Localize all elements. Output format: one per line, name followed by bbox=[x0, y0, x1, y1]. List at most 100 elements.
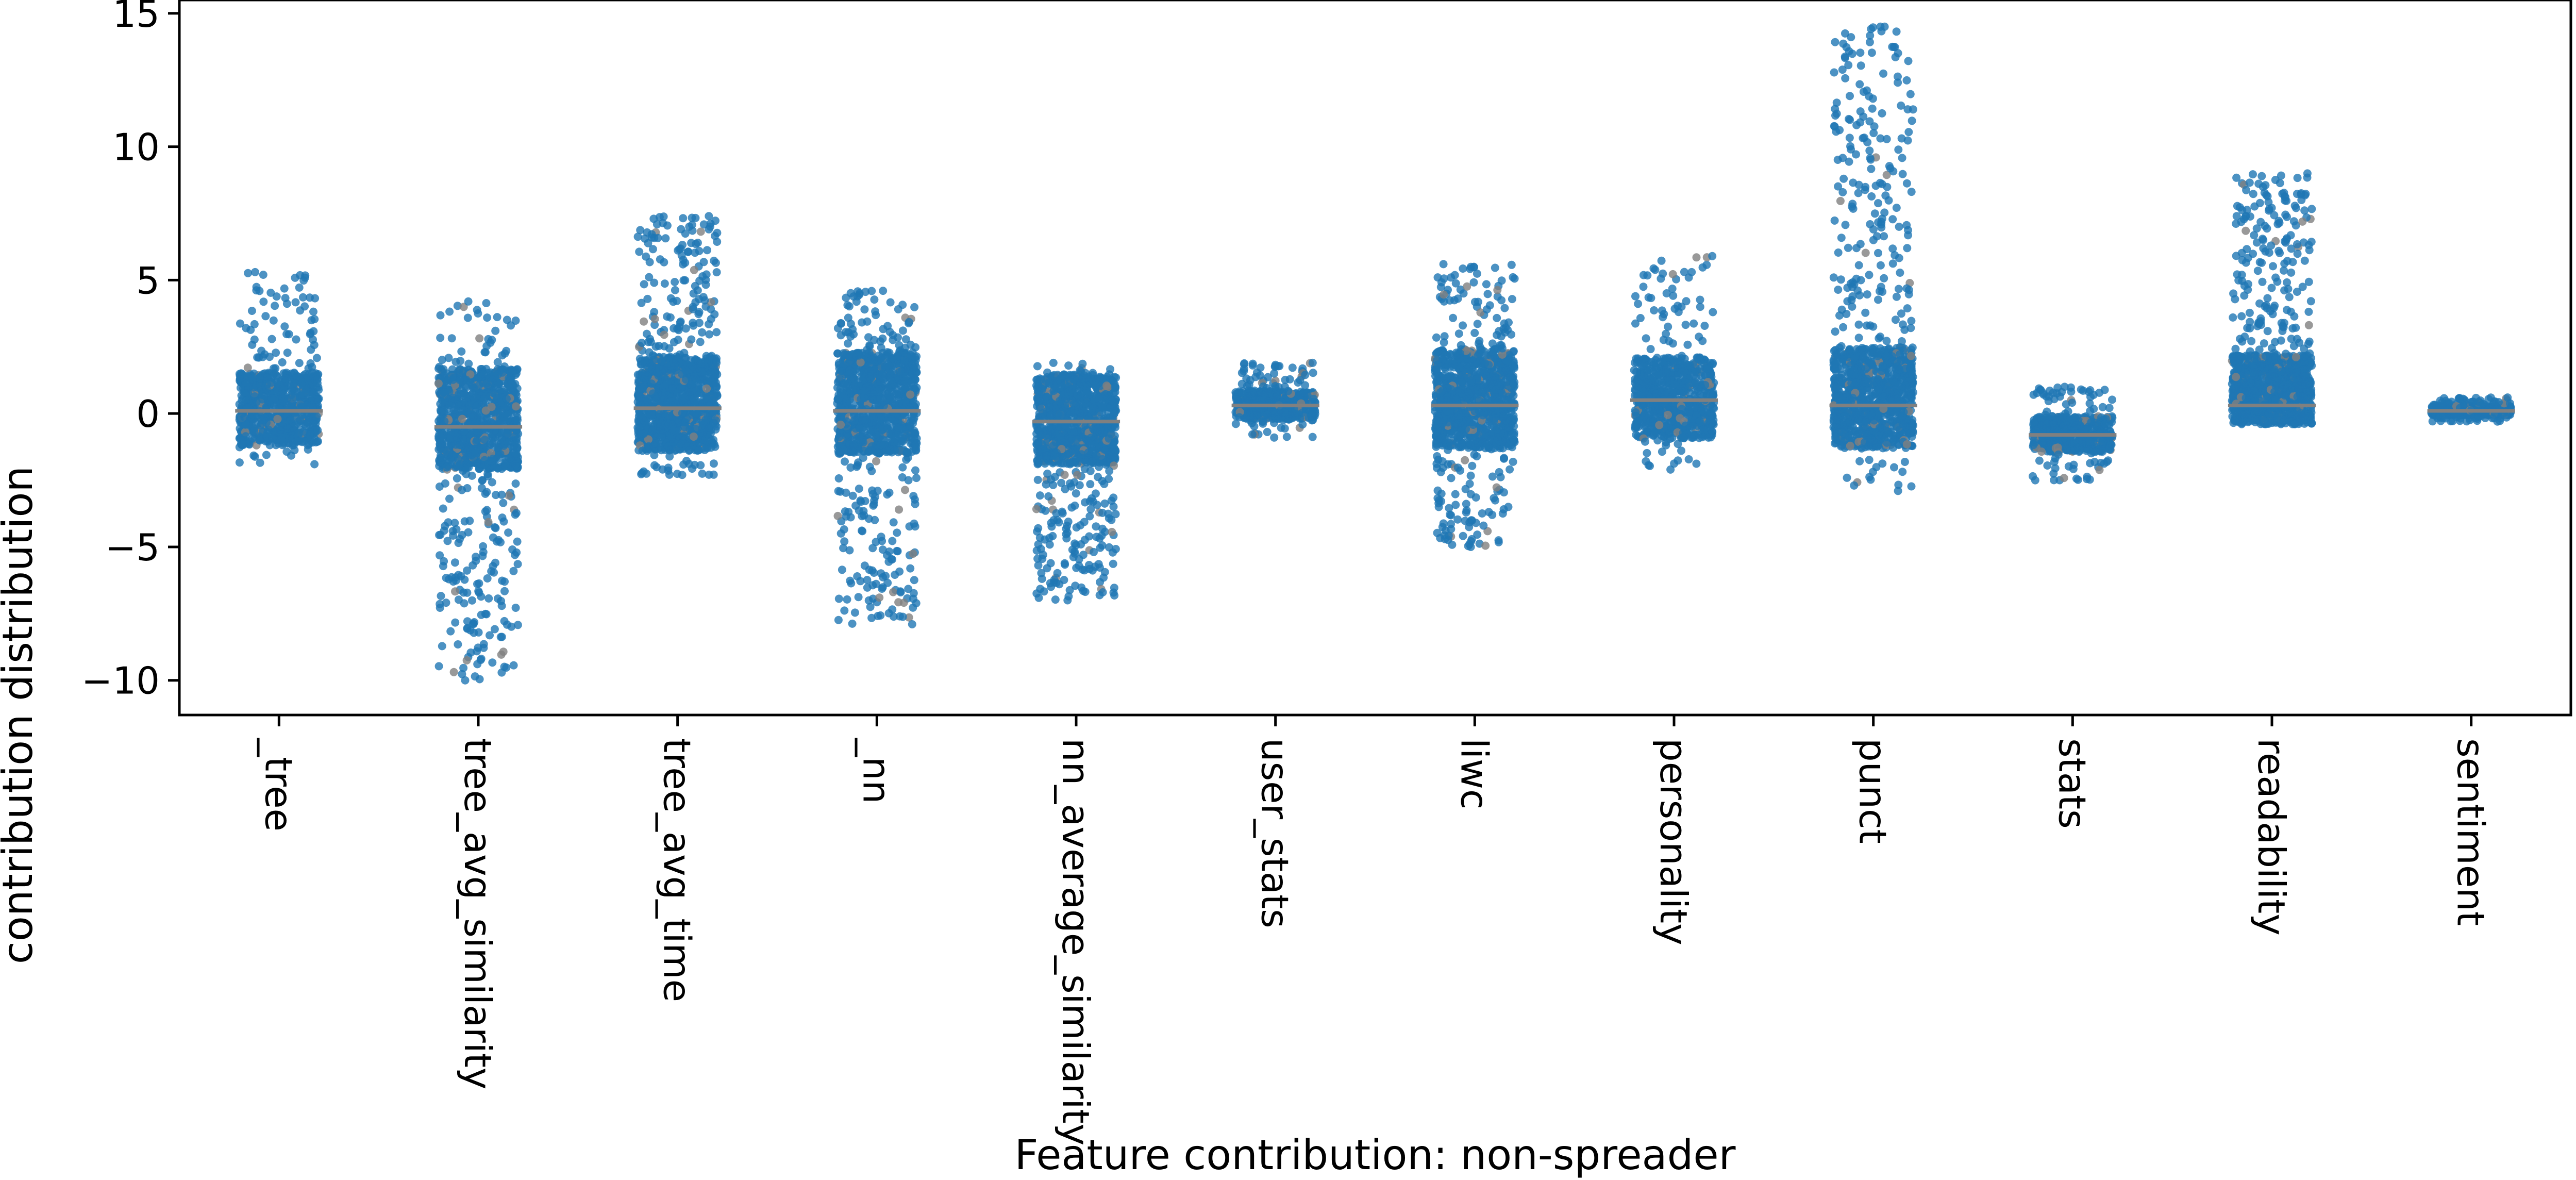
data-point bbox=[850, 608, 859, 617]
data-point bbox=[267, 335, 276, 343]
data-point bbox=[273, 372, 281, 381]
data-point bbox=[474, 445, 482, 453]
data-point bbox=[847, 579, 856, 588]
data-point bbox=[833, 349, 842, 358]
data-point bbox=[709, 470, 718, 479]
data-point bbox=[482, 610, 491, 619]
data-point bbox=[907, 428, 915, 437]
data-point bbox=[494, 380, 503, 389]
data-point bbox=[439, 504, 447, 513]
data-point bbox=[269, 364, 278, 373]
data-point bbox=[468, 596, 476, 605]
data-point bbox=[708, 409, 716, 418]
data-point bbox=[451, 618, 460, 627]
data-point bbox=[849, 441, 858, 450]
data-point bbox=[437, 592, 445, 600]
data-point bbox=[443, 537, 452, 545]
data-point bbox=[483, 470, 492, 478]
data-point bbox=[436, 530, 445, 539]
data-point bbox=[713, 228, 722, 237]
data-point bbox=[871, 307, 880, 316]
data-point bbox=[838, 566, 846, 574]
data-point bbox=[466, 648, 475, 657]
data-point bbox=[474, 412, 482, 421]
data-point bbox=[484, 518, 493, 526]
data-point bbox=[855, 485, 863, 493]
data-point bbox=[876, 377, 885, 386]
data-point bbox=[634, 412, 643, 421]
data-point bbox=[301, 370, 310, 378]
data-point bbox=[509, 567, 518, 575]
data-point bbox=[435, 430, 444, 439]
data-point bbox=[247, 307, 256, 315]
data-point bbox=[464, 359, 473, 368]
data-point bbox=[655, 410, 663, 419]
data-point bbox=[497, 633, 506, 641]
data-point bbox=[905, 318, 913, 326]
data-point bbox=[906, 390, 915, 399]
data-point bbox=[898, 463, 907, 472]
data-point bbox=[690, 372, 699, 380]
data-point bbox=[909, 492, 918, 501]
data-point bbox=[906, 564, 915, 573]
data-point bbox=[308, 363, 316, 371]
data-point bbox=[867, 467, 876, 475]
data-point bbox=[283, 424, 292, 433]
data-point bbox=[660, 330, 668, 339]
data-point bbox=[291, 298, 300, 307]
data-point bbox=[842, 488, 850, 497]
data-point bbox=[911, 500, 919, 508]
data-point bbox=[711, 369, 720, 377]
data-point bbox=[877, 569, 885, 578]
data-point bbox=[834, 474, 843, 483]
data-point bbox=[281, 294, 290, 303]
data-point bbox=[511, 416, 520, 424]
data-point bbox=[675, 245, 684, 254]
data-point bbox=[454, 539, 463, 547]
data-point bbox=[681, 395, 690, 404]
data-point bbox=[438, 356, 446, 364]
data-point bbox=[910, 576, 918, 585]
data-point bbox=[635, 247, 644, 256]
data-point bbox=[479, 548, 488, 556]
data-point bbox=[834, 594, 843, 603]
data-point bbox=[837, 331, 845, 340]
data-point bbox=[834, 359, 843, 368]
data-point bbox=[667, 393, 676, 402]
data-point bbox=[264, 397, 272, 406]
data-point bbox=[434, 662, 443, 671]
data-point bbox=[249, 383, 258, 392]
data-point bbox=[455, 441, 464, 450]
data-point bbox=[250, 335, 259, 344]
data-point bbox=[682, 375, 690, 384]
data-point bbox=[655, 342, 663, 350]
data-point bbox=[291, 392, 299, 401]
data-point bbox=[493, 313, 501, 322]
data-point bbox=[660, 393, 668, 402]
data-point bbox=[482, 488, 491, 496]
data-point bbox=[909, 594, 917, 603]
data-point bbox=[640, 280, 648, 289]
data-point bbox=[236, 319, 244, 328]
data-point bbox=[846, 357, 855, 365]
data-point bbox=[678, 471, 687, 479]
data-point bbox=[445, 494, 454, 503]
data-point bbox=[872, 457, 880, 466]
data-point bbox=[883, 490, 892, 499]
data-point bbox=[860, 305, 869, 314]
data-point bbox=[461, 676, 470, 685]
data-point bbox=[473, 459, 481, 468]
data-point bbox=[712, 268, 721, 277]
data-point bbox=[859, 454, 867, 462]
data-point bbox=[703, 246, 711, 255]
data-point bbox=[460, 575, 469, 584]
data-point bbox=[876, 395, 884, 404]
data-point bbox=[449, 405, 458, 414]
data-point bbox=[901, 335, 910, 344]
data-point bbox=[452, 525, 461, 534]
data-point bbox=[505, 491, 513, 500]
data-point bbox=[450, 558, 459, 567]
data-point bbox=[502, 394, 511, 403]
data-point bbox=[707, 443, 715, 452]
data-point bbox=[493, 464, 502, 473]
